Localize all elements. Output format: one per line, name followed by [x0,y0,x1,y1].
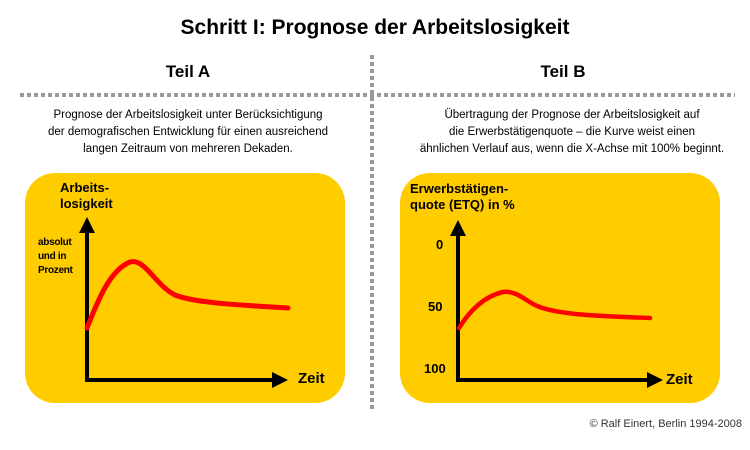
page-title: Schritt I: Prognose der Arbeitslosigkeit [180,16,570,39]
description-line: langen Zeitraum von mehreren Dekaden. [83,143,293,155]
copyright: © Ralf Einert, Berlin 1994-2008 [589,418,742,430]
note-line: absolut [38,237,72,248]
description-line: Übertragung der Prognose der Arbeitslosi… [444,109,700,121]
label-line: Arbeits- [60,180,110,195]
y-tick-0: 0 [436,237,444,252]
teil-b-panel [400,173,720,403]
teil-a-y-label: Arbeits- losigkeit [60,180,113,212]
teil-a-x-label: Zeit [298,370,325,387]
teil-b-x-label: Zeit [666,371,693,388]
note-line: Prozent [38,265,73,276]
y-tick-100: 100 [424,361,446,376]
teil-a-y-note: absolut und in Prozent [38,236,73,278]
teil-b-axes [450,220,663,388]
description-line: Prognose der Arbeitslosigkeit unter Berü… [53,109,323,121]
teil-b-curve [456,289,653,331]
teil-a-description: Prognose der Arbeitslosigkeit unter Berü… [18,107,358,158]
teil-b-y-label: Erwerbstätigen- quote (ETQ) in % [410,181,515,213]
label-line: Erwerbstätigen- [410,181,509,196]
teil-b-heading: Teil B [540,62,586,81]
teil-b-description: Übertragung der Prognose der Arbeitslosi… [392,107,750,158]
teil-a-panel [25,173,345,403]
description-line: ähnlichen Verlauf aus, wenn die X-Achse … [419,143,725,155]
description-line: der demografischen Entwicklung für einen… [48,126,328,138]
teil-a-axes [79,217,288,388]
label-line: losigkeit [60,196,113,211]
teil-a-curve [84,259,291,331]
y-tick-50: 50 [428,299,443,314]
label-line: quote (ETQ) in % [410,197,515,212]
description-line: die Erwerbstätigenquote – die Kurve weis… [448,126,696,138]
note-line: und in [38,251,67,262]
teil-a-heading: Teil A [165,62,211,81]
